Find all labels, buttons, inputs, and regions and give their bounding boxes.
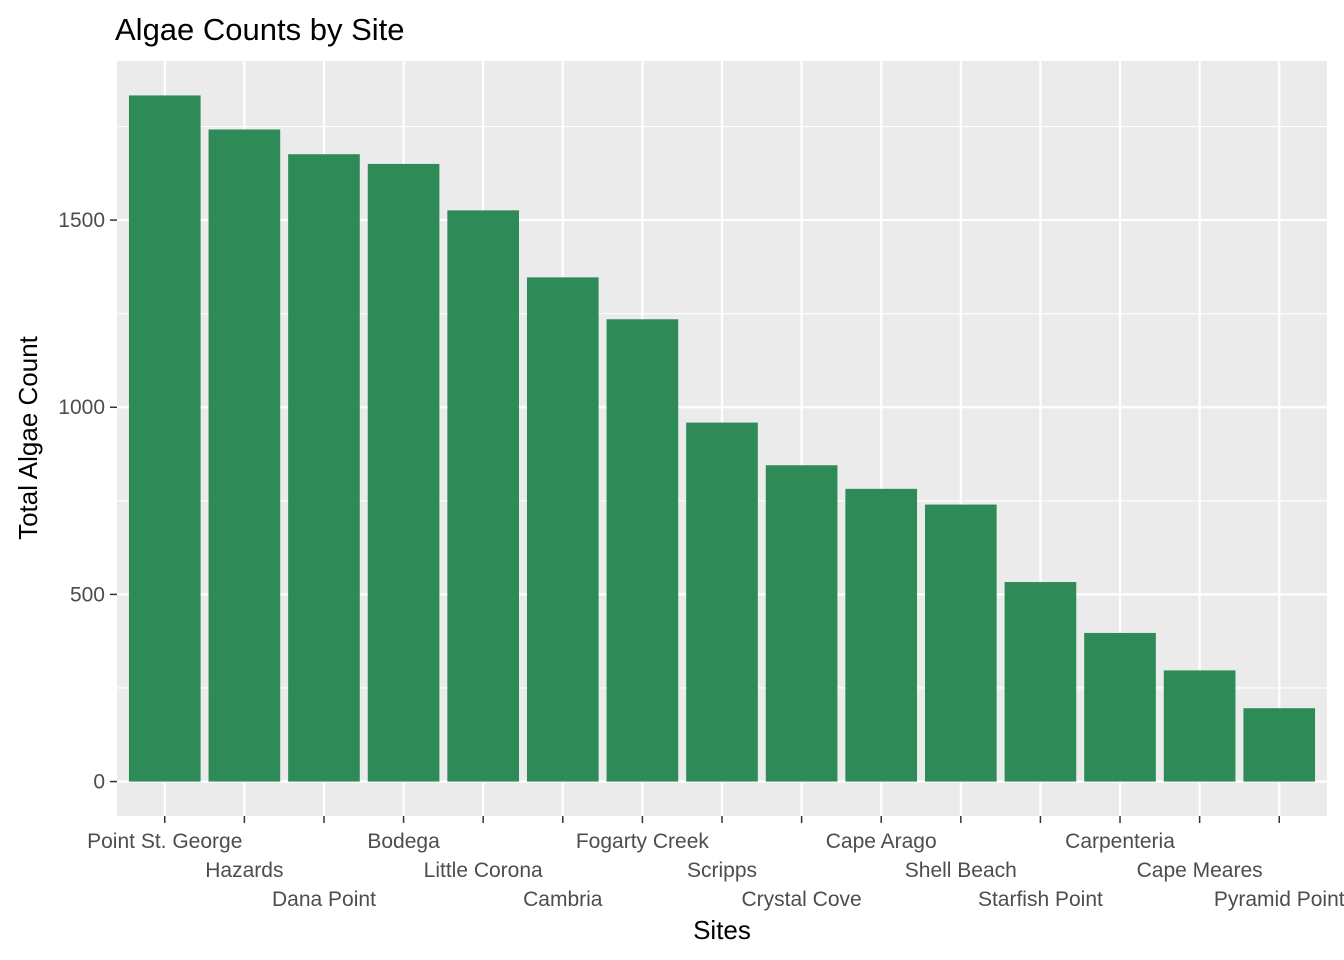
x-axis: Point St. George Hazards Dana Point Bodega L… — [87, 816, 1344, 911]
bar — [924, 504, 997, 782]
bar — [765, 465, 838, 782]
y-tick-label: 0 — [93, 771, 105, 794]
bar — [526, 277, 599, 782]
x-tick-label: Starfish Point — [978, 888, 1103, 911]
y-axis: 0 500 1000 1500 — [58, 209, 117, 794]
x-tick-label: Bodega — [367, 830, 440, 853]
x-tick-label: Hazards — [205, 859, 283, 882]
bar — [1084, 632, 1156, 782]
bar — [367, 163, 440, 782]
chart-title: Algae Counts by Site — [115, 12, 405, 47]
bar — [845, 488, 918, 782]
x-tick-label: Point St. George — [87, 830, 242, 853]
y-tick-label: 1500 — [58, 209, 105, 232]
x-tick-label: Pyramid Point — [1214, 888, 1344, 911]
x-tick-label: Cambria — [523, 888, 603, 911]
x-tick-label: Fogarty Creek — [576, 830, 710, 853]
y-tick-label: 500 — [70, 583, 105, 606]
bar — [288, 154, 360, 782]
bar — [606, 319, 679, 782]
bars — [128, 95, 1316, 782]
x-tick-label: Cape Meares — [1137, 859, 1263, 882]
x-tick-label: Cape Arago — [826, 830, 937, 853]
bar — [1243, 708, 1316, 782]
bar — [128, 95, 201, 782]
y-axis-title: Total Algae Count — [13, 335, 43, 540]
bar — [1004, 582, 1077, 782]
y-tick-label: 1000 — [58, 396, 105, 419]
bar — [208, 129, 281, 782]
x-axis-title: Sites — [693, 915, 751, 945]
x-tick-label: Scripps — [687, 859, 757, 882]
x-tick-label: Carpenteria — [1065, 830, 1175, 853]
bar — [1163, 670, 1236, 782]
x-tick-label: Dana Point — [272, 888, 376, 911]
x-tick-label: Crystal Cove — [742, 888, 862, 911]
bar — [686, 422, 758, 782]
bar — [447, 210, 520, 782]
x-tick-label: Little Corona — [424, 859, 543, 882]
x-tick-label: Shell Beach — [905, 859, 1017, 882]
